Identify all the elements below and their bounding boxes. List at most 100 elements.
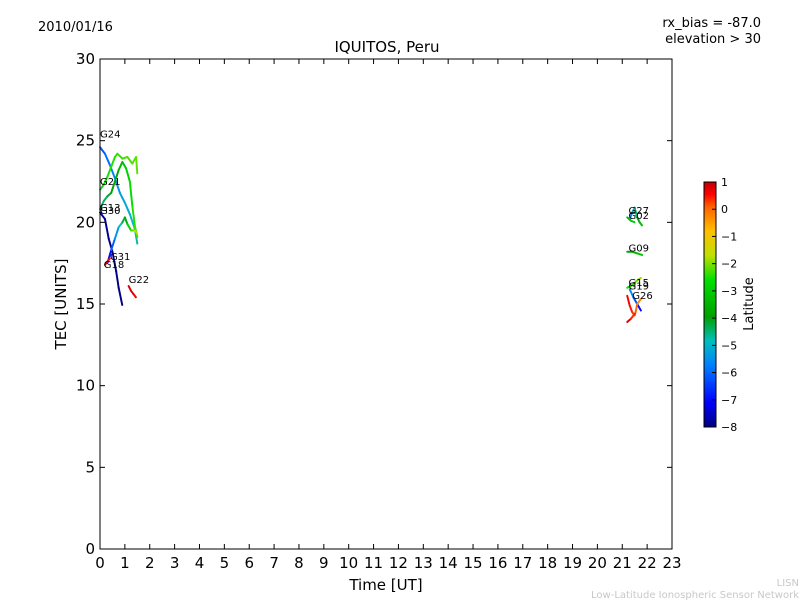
satellite-label: G27 (628, 206, 648, 217)
series-segment (133, 229, 139, 235)
x-tick-label: 7 (269, 554, 279, 572)
x-tick-label: 16 (488, 554, 507, 572)
series-G22: G22 (127, 275, 149, 299)
series-segment (99, 183, 105, 191)
colorbar-tick-label: −3 (721, 285, 737, 298)
series-segment (118, 191, 126, 204)
series-segment (102, 175, 109, 186)
x-tick-label: 9 (319, 554, 329, 572)
series-segment (121, 160, 128, 170)
series-segment (102, 195, 109, 203)
series-segment (629, 219, 636, 224)
colorbar-tick-label: 0 (721, 203, 728, 216)
satellite-label: G22 (129, 275, 149, 286)
series-segment (633, 206, 639, 219)
y-tick-label: 5 (85, 458, 95, 476)
series-segment (126, 222, 133, 232)
x-tick-label: 6 (244, 554, 254, 572)
x-tick-label: 5 (220, 554, 230, 572)
colorbar-tick-label: −7 (721, 394, 737, 407)
satellite-label: G13 (100, 203, 120, 214)
series-segment (106, 257, 111, 263)
x-tick-label: 10 (339, 554, 358, 572)
series-segment (628, 288, 635, 299)
colorbar-tick-label: −5 (721, 339, 737, 352)
series-G09: G09 (626, 244, 649, 256)
y-axis-label: TEC [UNITS] (52, 259, 70, 351)
series-segment (117, 160, 124, 172)
series-segment (632, 296, 639, 305)
satellite-label: G02 (628, 211, 648, 222)
satellite-label: G31 (110, 252, 130, 263)
series-G15: G15 (626, 276, 649, 289)
x-tick-label: 1 (120, 554, 130, 572)
x-axis-label: Time [UT] (348, 576, 422, 594)
series-G18: G18 (104, 257, 124, 271)
series-segment (628, 211, 634, 221)
series-G27: G27 (628, 206, 649, 227)
x-tick-label: 8 (294, 554, 304, 572)
series-segment (99, 146, 106, 155)
satellite-label: G09 (628, 244, 648, 255)
series-segment (99, 200, 105, 211)
satellite-label: G26 (632, 291, 652, 302)
elevation-label: elevation > 30 (665, 32, 761, 47)
series-segment (125, 167, 131, 183)
x-tick-label: 2 (145, 554, 155, 572)
series-segment (111, 250, 118, 273)
series-segment (103, 218, 110, 240)
y-tick-label: 30 (76, 50, 95, 68)
colorbar-tick-label: 1 (721, 176, 728, 189)
x-tick-label: 22 (638, 554, 657, 572)
rx-bias-label: rx_bias = -87.0 (662, 16, 761, 31)
x-tick-label: 20 (588, 554, 607, 572)
series-segment (106, 165, 113, 178)
x-tick-label: 3 (170, 554, 180, 572)
footer-lisn: LISN (777, 578, 799, 589)
colorbar-tick-label: −6 (721, 367, 737, 380)
chart-title: IQUITOS, Peru (334, 38, 439, 56)
series-segment (638, 221, 644, 227)
series-G02: G02 (626, 211, 649, 224)
series-segment (126, 156, 134, 165)
y-tick-label: 25 (76, 132, 95, 150)
colorbar-gradient (703, 181, 717, 428)
date-label: 2010/01/16 (38, 20, 113, 35)
series-G21: G21 (99, 152, 139, 191)
x-tick-label: 19 (563, 554, 582, 572)
series-segment (99, 211, 106, 221)
series-segment (117, 221, 124, 229)
satellite-label: G19 (628, 281, 648, 292)
y-tick-label: 10 (76, 377, 95, 395)
x-tick-label: 15 (463, 554, 482, 572)
x-tick-label: 23 (662, 554, 681, 572)
series-segment (113, 226, 120, 240)
plot-frame (99, 58, 673, 550)
series-G13: G13 (99, 160, 139, 239)
series-segment (110, 180, 116, 194)
colorbar-tick-label: −8 (721, 421, 737, 434)
series-G26: G26 (626, 291, 653, 317)
series-segment (110, 156, 116, 168)
x-tick-label: 11 (364, 554, 383, 572)
y-tick-label: 0 (85, 540, 95, 558)
satellite-label: G18 (104, 260, 124, 271)
x-tick-label: 18 (538, 554, 557, 572)
series-segment (113, 169, 120, 183)
axes: 0 1 2 3 4 5 6 7 8 9 10 11 12 13 14 15 16 17 18 19 20 21 22 2305… (76, 50, 682, 572)
series-segment (131, 205, 136, 227)
colorbar-label: Latitude (742, 277, 757, 331)
series-segment (103, 152, 111, 167)
colorbar: 1 0 −1 −2 −3 −4 −5 −6 −7 −8 Latitude (703, 176, 757, 434)
series-G26-low (626, 312, 636, 323)
satellite-label: G24 (100, 129, 120, 140)
series-segment (636, 252, 644, 256)
y-tick-label: 15 (76, 295, 95, 313)
series-segment (123, 216, 129, 225)
series-segment (629, 312, 636, 320)
satellite-label: G30 (100, 206, 120, 217)
series-segment (628, 304, 634, 314)
x-tick-label: 21 (613, 554, 632, 572)
